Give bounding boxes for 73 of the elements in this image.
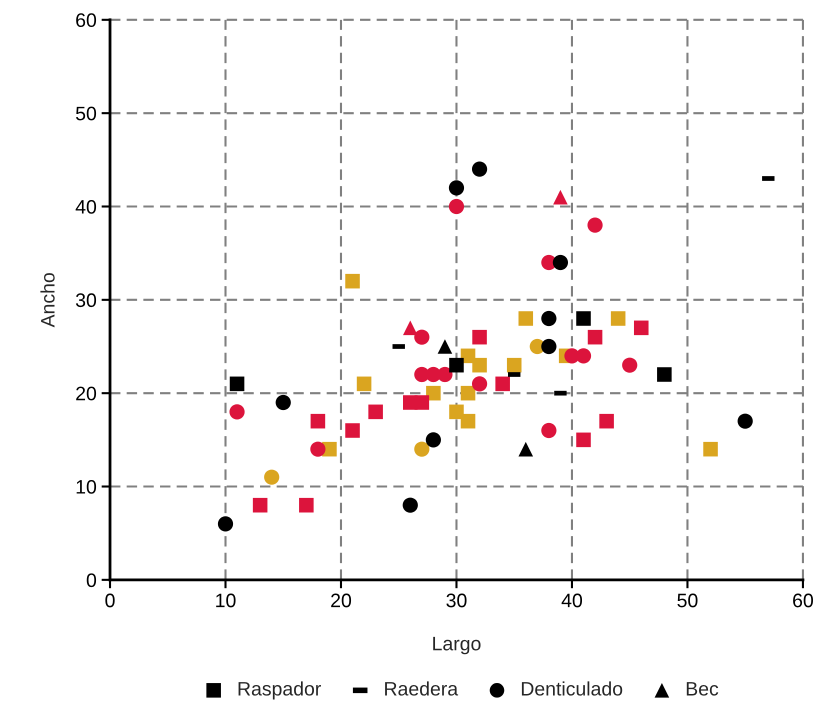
y-tick-label: 50 — [76, 106, 96, 120]
point — [438, 339, 452, 354]
point — [553, 190, 568, 204]
point — [622, 358, 638, 373]
point — [506, 358, 522, 372]
legend-label: Bec — [686, 682, 718, 696]
point — [449, 404, 464, 420]
point — [414, 395, 430, 410]
point — [703, 442, 718, 456]
point — [437, 366, 453, 382]
point — [587, 218, 603, 233]
point — [472, 162, 488, 177]
point — [252, 498, 268, 512]
y-tick-label: 60 — [76, 13, 96, 28]
x-tick-label: 20 — [331, 594, 352, 608]
point — [576, 311, 591, 326]
point — [414, 330, 430, 345]
point — [495, 376, 510, 392]
point — [460, 386, 476, 400]
point — [276, 394, 291, 410]
point — [657, 367, 672, 382]
point — [449, 358, 464, 372]
point — [402, 498, 418, 513]
point — [610, 311, 626, 326]
point — [414, 442, 430, 457]
point — [368, 404, 383, 420]
point — [426, 386, 441, 400]
point — [634, 320, 649, 336]
x-tick-label: 60 — [793, 594, 813, 608]
point — [541, 338, 556, 354]
y-tick-label: 40 — [76, 200, 96, 214]
y-tick-label: 10 — [76, 480, 96, 494]
point — [230, 376, 244, 392]
point — [402, 320, 418, 336]
y-tick-label: 30 — [76, 293, 96, 308]
point — [552, 254, 568, 270]
point — [472, 330, 487, 344]
x-tick-label: 50 — [677, 594, 698, 608]
point — [229, 404, 245, 420]
point — [599, 414, 614, 428]
point — [472, 358, 487, 372]
x-tick-label: 10 — [216, 594, 236, 608]
point — [310, 442, 326, 457]
point — [299, 498, 314, 512]
x-tick-label: 40 — [562, 594, 582, 608]
y-tick-label: 20 — [76, 386, 96, 400]
x-axis-title: Largo — [433, 636, 481, 654]
point — [738, 414, 753, 429]
point — [541, 422, 556, 438]
point — [576, 432, 591, 448]
point — [518, 311, 534, 326]
legend-label: Raedera — [385, 681, 458, 696]
point — [448, 198, 464, 214]
point — [448, 180, 464, 196]
y-axis-title: Ancho — [40, 273, 55, 328]
point — [310, 414, 326, 428]
x-tick-label: 30 — [446, 594, 467, 608]
point — [460, 414, 476, 428]
legend-label: Raspador — [238, 681, 321, 700]
point — [472, 376, 488, 392]
point — [345, 274, 360, 288]
point — [218, 516, 234, 532]
point — [541, 310, 556, 326]
point — [576, 348, 592, 364]
point — [426, 432, 441, 448]
point — [588, 330, 602, 344]
x-tick-label: 0 — [105, 594, 115, 608]
y-tick-label: 0 — [86, 573, 96, 588]
point — [345, 423, 360, 438]
point — [356, 376, 372, 392]
point — [264, 470, 280, 485]
point — [518, 442, 534, 456]
legend-label: Denticulado — [522, 681, 622, 696]
